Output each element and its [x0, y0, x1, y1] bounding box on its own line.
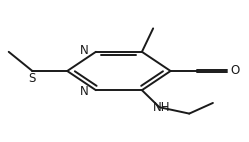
Text: O: O [230, 64, 239, 77]
Text: S: S [29, 72, 36, 85]
Text: N: N [80, 85, 89, 98]
Text: NH: NH [153, 101, 171, 114]
Text: N: N [80, 44, 89, 57]
